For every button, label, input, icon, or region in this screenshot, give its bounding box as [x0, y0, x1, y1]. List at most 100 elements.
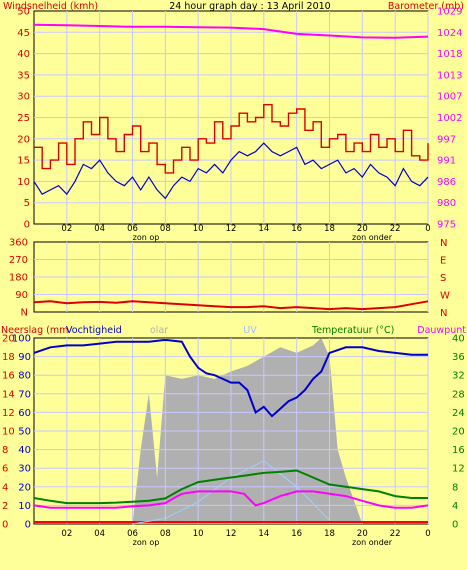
- x-tick-label: 18: [324, 529, 335, 539]
- rain-tick-label: 16: [2, 371, 15, 382]
- humidity-tick-label: 90: [18, 352, 31, 363]
- sunrise-marker-2: zon op: [133, 538, 160, 547]
- barometer-tick-label: 997: [437, 134, 456, 145]
- barometer-tick-label: 1029: [437, 7, 462, 18]
- panel3-series: [33, 338, 429, 525]
- humidity-tick-label: 20: [18, 482, 31, 493]
- x-tick-label: 10: [193, 224, 204, 234]
- direction-tick-label: 360: [9, 238, 28, 249]
- panel1-series: [33, 23, 429, 200]
- x-tick-label: 06: [127, 224, 138, 234]
- solar-label: olar: [150, 325, 168, 336]
- compass-label: N: [440, 308, 447, 319]
- barometer-tick-label: 1007: [437, 92, 462, 103]
- barometer-tick-label: 980: [437, 198, 456, 209]
- barometer-tick-label: 991: [437, 156, 456, 167]
- wind-tick-label: 5: [24, 198, 30, 209]
- temperature-tick-label: 20: [452, 427, 465, 438]
- wind-direction-line: [33, 300, 429, 311]
- wind-tick-label: 0: [24, 220, 30, 231]
- x-tick-label: 20: [357, 529, 368, 539]
- x-tick-label: 22: [390, 224, 401, 234]
- x-tick-label: 16: [291, 224, 302, 234]
- barometer-tick-label: 1024: [437, 28, 462, 39]
- panel3-x-ticks: 02 04 06 08 10 12 14 16 18 20 22 0: [61, 529, 430, 539]
- rain-tick-label: 4: [2, 482, 8, 493]
- wind-tick-label: 25: [17, 113, 30, 124]
- temperature-line: [33, 469, 428, 505]
- humidity-tick-label: 30: [18, 464, 31, 475]
- rain-tick-label: 2: [2, 501, 8, 512]
- panel3-grid: [34, 338, 429, 524]
- direction-tick-label: 180: [9, 273, 28, 284]
- x-tick-label: 08: [160, 224, 171, 234]
- x-tick-label: 02: [61, 529, 72, 539]
- temperature-tick-label: 24: [452, 408, 465, 419]
- humidity-tick-label: 50: [18, 427, 31, 438]
- temperature-tick-label: 40: [452, 334, 465, 345]
- wind-tick-label: 40: [17, 49, 30, 60]
- x-tick-label: 18: [324, 224, 335, 234]
- humidity-tick-label: 80: [18, 371, 31, 382]
- rain-humidity-axis-ticks: 0 2 4 6 8 10 12 14 16 18 20 0 10 20 30 40 50 60 70 80 90 100: [2, 334, 31, 531]
- wind-barometer-panel: Windsnelheid (kmh) 24 hour graph day : 1…: [3, 1, 464, 242]
- dewpoint-line: [33, 490, 429, 509]
- x-tick-label: 14: [258, 529, 269, 539]
- temperature-tick-label: 16: [452, 445, 465, 456]
- compass-label: W: [440, 291, 450, 302]
- direction-tick-label: 270: [9, 255, 28, 266]
- x-tick-label: 08: [160, 529, 171, 539]
- humidity-tick-label: 0: [25, 520, 31, 531]
- wind-tick-label: 50: [17, 7, 30, 18]
- x-tick-label: 12: [226, 224, 237, 234]
- rain-tick-label: 18: [2, 352, 15, 363]
- barometer-line: [33, 23, 429, 39]
- wind-tick-label: 20: [17, 134, 30, 145]
- panel2-series: [33, 300, 429, 311]
- barometer-tick-label: 1013: [437, 70, 462, 81]
- barometer-axis-label: Barometer (mb): [388, 1, 464, 12]
- humidity-tick-label: 40: [18, 445, 31, 456]
- x-tick-label: 22: [390, 529, 401, 539]
- x-tick-label: 12: [226, 529, 237, 539]
- x-tick-label: 04: [94, 224, 105, 234]
- chart-title: 24 hour graph day : 13 April 2010: [169, 1, 330, 12]
- sunset-marker-2: zon onder: [352, 538, 393, 547]
- x-tick-label: 10: [193, 529, 204, 539]
- rain-tick-label: 12: [2, 408, 15, 419]
- wind-line: [33, 142, 429, 200]
- direction-axis-ticks: N 90 180 270 360: [9, 238, 28, 319]
- humidity-tick-label: 60: [18, 408, 31, 419]
- humidity-axis-label: Vochtigheid: [66, 325, 122, 336]
- x-tick-label: 02: [61, 224, 72, 234]
- uv-label: UV: [243, 325, 257, 336]
- rain-tick-label: 6: [2, 464, 8, 475]
- wind-tick-label: 10: [17, 177, 30, 188]
- compass-label: S: [440, 273, 446, 284]
- temperature-axis-label: Temperatuur (°C): [311, 325, 394, 336]
- temperature-tick-label: 8: [452, 482, 458, 493]
- humidity-tick-label: 70: [18, 389, 31, 400]
- wind-tick-label: 15: [17, 156, 30, 167]
- rain-tick-label: 8: [2, 445, 8, 456]
- rain-axis-label: Neerslag (mm: [1, 325, 68, 336]
- barometer-axis-ticks: 975 980 986 991 997 1002 1007 1013 1018 1024 1029: [437, 7, 462, 231]
- wind-axis-ticks: 0 5 10 15 20 25 30 35 40 45 50: [17, 7, 30, 231]
- rain-humidity-temperature-panel: Neerslag (mm Vochtigheid olar UV Tempera…: [1, 325, 466, 547]
- humidity-tick-label: 100: [12, 334, 31, 345]
- barometer-tick-label: 1018: [437, 49, 462, 60]
- barometer-tick-label: 986: [437, 177, 456, 188]
- temperature-tick-label: 0: [452, 520, 458, 531]
- x-tick-label: 04: [94, 529, 105, 539]
- rain-tick-label: 14: [2, 389, 15, 400]
- temperature-tick-label: 28: [452, 389, 465, 400]
- sunrise-marker: zon op: [133, 233, 160, 242]
- temperature-tick-label: 36: [452, 352, 465, 363]
- wind-tick-label: 35: [17, 70, 30, 81]
- direction-tick-label: 90: [15, 290, 28, 301]
- x-tick-label: 06: [127, 529, 138, 539]
